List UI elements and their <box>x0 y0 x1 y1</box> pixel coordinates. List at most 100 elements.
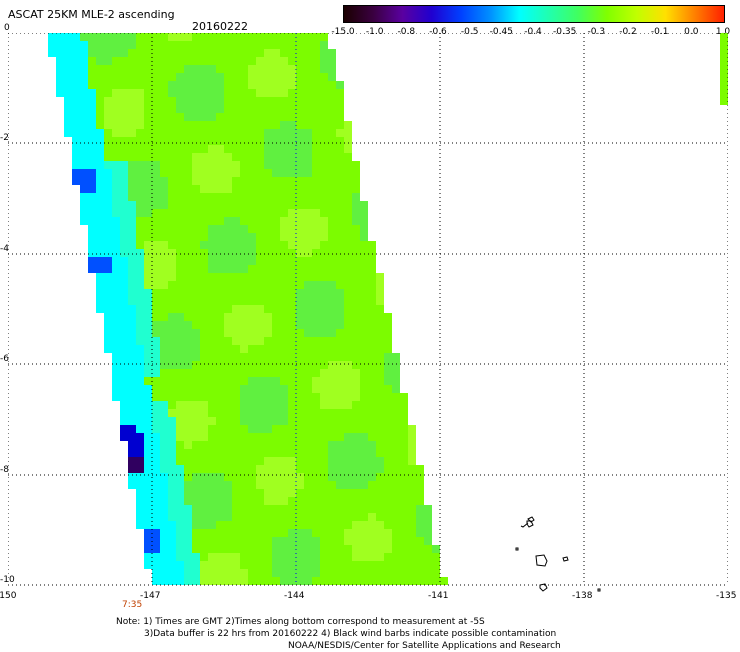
swath-cell <box>432 545 440 553</box>
swath-cell <box>320 233 328 241</box>
swath-cell <box>104 177 112 185</box>
swath-cell <box>176 145 184 153</box>
swath-cell <box>416 561 424 569</box>
y-axis-label: -2 <box>0 133 9 143</box>
swath-cell <box>248 393 256 401</box>
swath-cell <box>192 473 200 481</box>
swath-cell <box>400 473 408 481</box>
swath-cell <box>176 185 184 193</box>
swath-cell <box>248 569 256 577</box>
swath-cell <box>344 257 352 265</box>
swath-cell <box>136 185 144 193</box>
swath-cell <box>392 497 400 505</box>
swath-cell <box>128 281 136 289</box>
swath-cell <box>152 145 160 153</box>
swath-cell <box>120 257 128 265</box>
swath-cell <box>168 105 176 113</box>
swath-cell <box>88 249 96 257</box>
swath-cell <box>344 441 352 449</box>
swath-cell <box>296 329 304 337</box>
swath-cell <box>264 313 272 321</box>
swath-cell <box>152 241 160 249</box>
swath-cell <box>280 97 288 105</box>
swath-cell <box>80 129 88 137</box>
swath-cell <box>344 457 352 465</box>
swath-cell <box>192 393 200 401</box>
swath-cell <box>200 169 208 177</box>
swath-cell <box>96 265 104 273</box>
swath-cell <box>200 329 208 337</box>
swath-cell <box>216 161 224 169</box>
swath-cell <box>208 161 216 169</box>
swath-cell <box>288 273 296 281</box>
swath-cell <box>136 169 144 177</box>
swath-cell <box>312 441 320 449</box>
swath-cell <box>304 185 312 193</box>
swath-cell <box>336 577 344 585</box>
swath-cell <box>296 345 304 353</box>
swath-cell <box>272 57 280 65</box>
swath-cell <box>184 89 192 97</box>
swath-cell <box>200 81 208 89</box>
swath-cell <box>336 353 344 361</box>
swath-cell <box>200 457 208 465</box>
swath-cell <box>416 481 424 489</box>
swath-cell <box>168 329 176 337</box>
swath-cell <box>176 505 184 513</box>
swath-cell <box>264 105 272 113</box>
swath-cell <box>256 345 264 353</box>
swath-cell <box>216 233 224 241</box>
swath-cell <box>200 209 208 217</box>
swath-cell <box>392 417 400 425</box>
colorbar-tick-label: -0.8 <box>397 27 416 37</box>
swath-cell <box>216 481 224 489</box>
swath-cell <box>224 449 232 457</box>
swath-cell <box>296 65 304 73</box>
swath-cell <box>304 249 312 257</box>
swath-cell <box>280 113 288 121</box>
swath-cell <box>120 281 128 289</box>
swath-cell <box>256 473 264 481</box>
swath-cell <box>312 81 320 89</box>
swath-cell <box>256 297 264 305</box>
swath-cell <box>264 33 272 41</box>
swath-cell <box>376 513 384 521</box>
swath-cell <box>296 353 304 361</box>
swath-cell <box>176 305 184 313</box>
swath-cell <box>304 505 312 513</box>
swath-cell <box>240 449 248 457</box>
swath-cell <box>96 145 104 153</box>
swath-cell <box>256 377 264 385</box>
swath-cell <box>336 417 344 425</box>
swath-cell <box>112 121 120 129</box>
swath-cell <box>296 129 304 137</box>
swath-cell <box>152 537 160 545</box>
swath-cell <box>384 345 392 353</box>
swath-cell <box>136 305 144 313</box>
swath-cell <box>288 417 296 425</box>
swath-cell <box>120 409 128 417</box>
swath-cell <box>64 49 72 57</box>
swath-cell <box>280 577 288 585</box>
swath-cell <box>160 377 168 385</box>
swath-cell <box>272 353 280 361</box>
swath-cell <box>720 81 728 89</box>
swath-cell <box>224 41 232 49</box>
swath-cell <box>320 97 328 105</box>
swath-cell <box>272 81 280 89</box>
swath-cell <box>200 561 208 569</box>
swath-cell <box>160 153 168 161</box>
swath-cell <box>392 409 400 417</box>
swath-cell <box>168 161 176 169</box>
swath-cell <box>304 257 312 265</box>
swath-cell <box>160 97 168 105</box>
swath-cell <box>136 441 144 449</box>
swath-cell <box>400 409 408 417</box>
swath-cell <box>88 201 96 209</box>
swath-cell <box>344 425 352 433</box>
swath-cell <box>248 297 256 305</box>
swath-cell <box>392 393 400 401</box>
swath-cell <box>304 329 312 337</box>
swath-cell <box>208 473 216 481</box>
swath-cell <box>344 273 352 281</box>
